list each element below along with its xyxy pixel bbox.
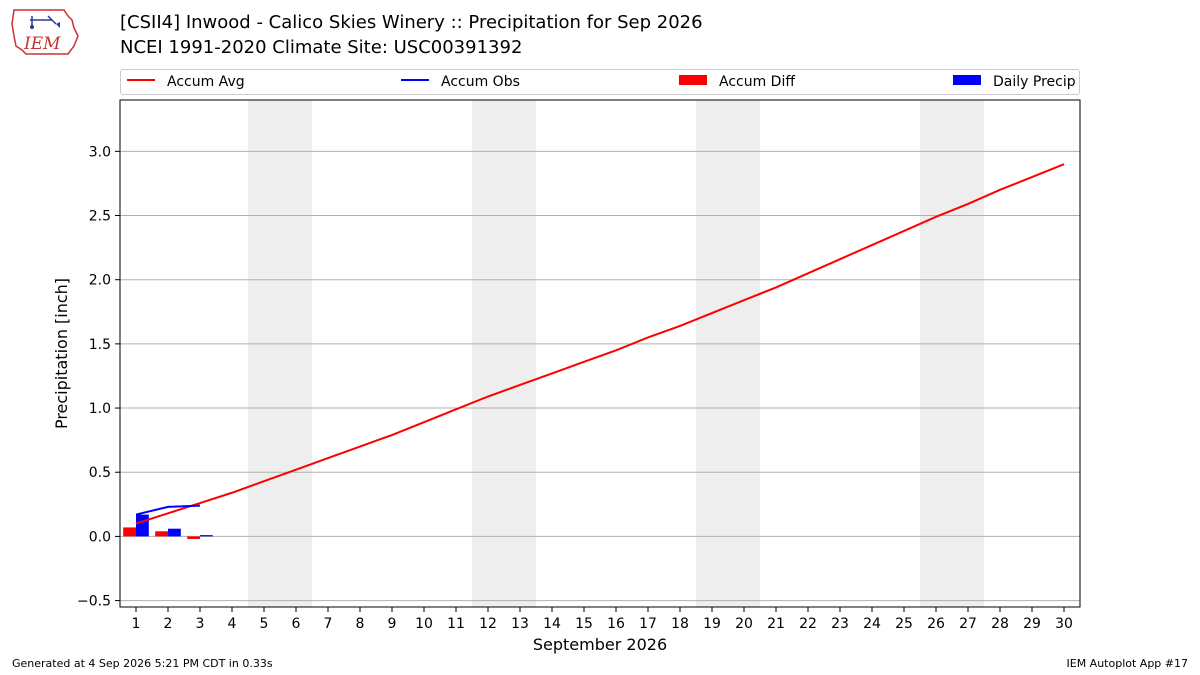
- x-tick-label: 20: [735, 616, 753, 632]
- y-tick-label: 3.0: [89, 144, 111, 160]
- x-tick-label: 18: [671, 616, 689, 632]
- x-tick-label: 3: [196, 616, 205, 632]
- chart-subtitle: NCEI 1991-2020 Climate Site: USC00391392: [120, 37, 523, 58]
- chart-title: [CSII4] Inwood - Calico Skies Winery :: …: [120, 12, 703, 33]
- x-tick-label: 19: [703, 616, 721, 632]
- x-tick-label: 22: [799, 616, 817, 632]
- x-tick-label: 2: [164, 616, 173, 632]
- accum-diff-bar: [187, 536, 200, 539]
- legend-label-daily-precip: Daily Precip: [993, 74, 1076, 90]
- x-tick-label: 6: [292, 616, 301, 632]
- y-tick-label: 0.5: [89, 465, 111, 481]
- legend-item-accum-obs: Accum Obs: [401, 74, 520, 92]
- x-tick-label: 15: [575, 616, 593, 632]
- plot-frame: [119, 99, 1081, 608]
- logo-text: IEM: [23, 34, 61, 54]
- x-tick-label: 7: [324, 616, 333, 632]
- legend-item-daily-precip: Daily Precip: [953, 74, 1076, 92]
- x-tick-label: 13: [511, 616, 529, 632]
- x-tick-label: 11: [447, 616, 465, 632]
- x-axis-label: September 2026: [533, 635, 667, 654]
- weekend-band: [504, 100, 536, 607]
- x-tick-label: 17: [639, 616, 657, 632]
- x-tick-label: 28: [991, 616, 1009, 632]
- y-tick-label: 1.0: [89, 401, 111, 417]
- x-tick-label: 26: [927, 616, 945, 632]
- weekend-band: [952, 100, 984, 607]
- x-tick-label: 14: [543, 616, 561, 632]
- app-credit: IEM Autoplot App #17: [1066, 657, 1189, 670]
- weekend-band: [728, 100, 760, 607]
- y-tick-label: −0.5: [77, 594, 111, 610]
- y-tick-label: 2.0: [89, 273, 111, 289]
- x-tick-label: 16: [607, 616, 625, 632]
- y-tick-label: 2.5: [89, 209, 111, 225]
- weekend-band: [472, 100, 504, 607]
- legend-swatch-daily-precip: [953, 75, 981, 85]
- x-tick-label: 1: [132, 616, 141, 632]
- x-tick-label: 8: [356, 616, 365, 632]
- y-tick-label: 1.5: [89, 337, 111, 353]
- x-tick-label: 10: [415, 616, 433, 632]
- x-tick-label: 12: [479, 616, 497, 632]
- x-tick-label: 30: [1055, 616, 1073, 632]
- accum-avg-line: [135, 163, 1065, 525]
- daily-precip-bar: [136, 514, 149, 537]
- x-tick-label: 24: [863, 616, 881, 632]
- accum-obs-line: [135, 504, 201, 516]
- legend-label-accum-obs: Accum Obs: [441, 74, 520, 90]
- weekend-band: [248, 100, 280, 607]
- weekend-band: [696, 100, 728, 607]
- daily-precip-bar: [168, 528, 181, 537]
- iem-logo-graphic: IEM: [11, 9, 79, 55]
- legend-swatch-accum-diff: [679, 75, 707, 85]
- accum-diff-bar: [123, 527, 136, 537]
- x-tick-label: 23: [831, 616, 849, 632]
- x-tick-label: 29: [1023, 616, 1041, 632]
- legend-item-accum-diff: Accum Diff: [679, 74, 795, 92]
- x-tick-label: 25: [895, 616, 913, 632]
- x-tick-label: 21: [767, 616, 785, 632]
- legend-label-accum-avg: Accum Avg: [167, 74, 245, 90]
- iem-logo: IEM: [8, 6, 82, 60]
- x-tick-label: 5: [260, 616, 269, 632]
- generated-note: Generated at 4 Sep 2026 5:21 PM CDT in 0…: [12, 657, 273, 670]
- x-tick-label: 9: [388, 616, 397, 632]
- x-tick-label: 27: [959, 616, 977, 632]
- legend-swatch-accum-avg: [127, 79, 155, 81]
- legend: Accum Avg Accum Obs Accum Diff Daily Pre…: [120, 69, 1080, 95]
- legend-label-accum-diff: Accum Diff: [719, 74, 796, 90]
- weekend-band: [280, 100, 312, 607]
- y-tick-label: 0.0: [89, 529, 111, 545]
- y-axis-label: Precipitation [inch]: [52, 278, 71, 429]
- daily-precip-bar: [200, 535, 213, 537]
- legend-swatch-accum-obs: [401, 79, 429, 81]
- accum-diff-bar: [155, 531, 168, 537]
- weekend-band: [920, 100, 952, 607]
- x-tick-label: 4: [228, 616, 237, 632]
- legend-item-accum-avg: Accum Avg: [127, 74, 245, 92]
